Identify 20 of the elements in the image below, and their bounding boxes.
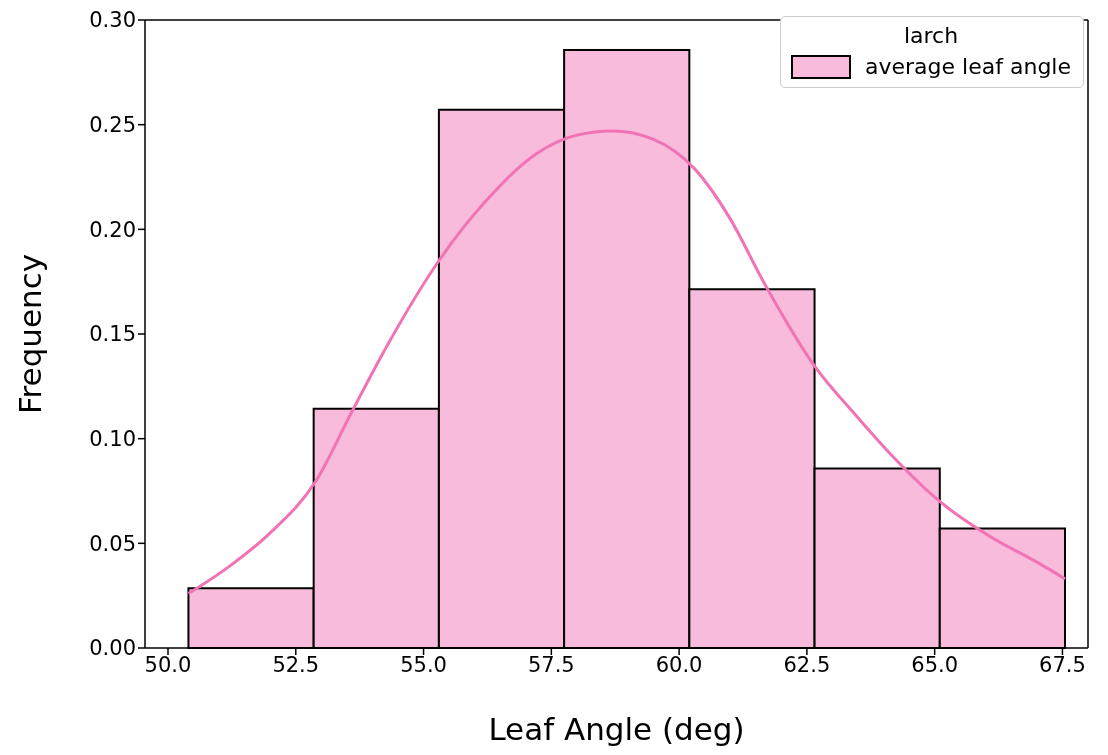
x-tick-label: 52.5 [272,652,320,677]
y-axis-title: Frequency [12,253,49,415]
y-tick-label: 0.15 [89,322,136,347]
y-tick-label: 0.00 [89,636,136,661]
line-series [186,129,1067,596]
x-tick-label: 65.0 [911,652,959,677]
x-tick-label: 55.0 [400,652,447,677]
y-tick-label: 0.10 [89,427,136,452]
legend-title: larch [902,23,960,48]
y-tick-label: 0.25 [89,113,136,138]
y-tick-label: 0.20 [89,217,136,242]
y-tick-label: 0.05 [89,531,136,556]
x-tick-label: 62.5 [783,652,831,677]
x-tick-label: 67.5 [1039,652,1086,677]
x-tick-label: 50.0 [144,652,192,677]
legend-label: average leaf angle [865,54,1071,79]
x-tick-label: 57.5 [527,652,575,677]
x-tick-label: 60.0 [655,652,703,677]
x-axis-title: Leaf Angle (deg) [488,711,745,747]
y-tick-label: 0.30 [89,8,136,33]
